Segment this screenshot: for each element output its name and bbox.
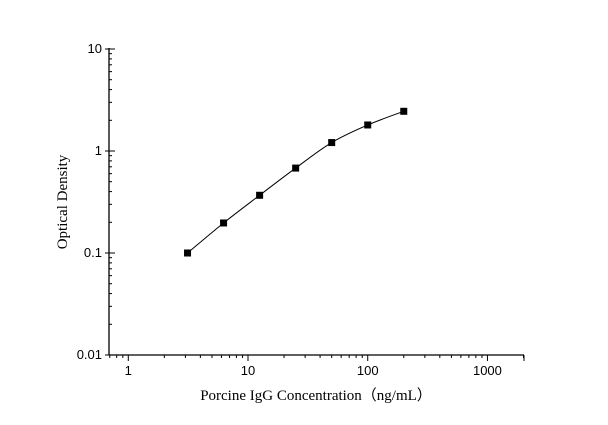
data-point-marker: [328, 139, 336, 147]
y-tick-label: 1: [95, 143, 102, 158]
data-point-marker: [400, 107, 408, 115]
y-tick-labels: 0.01 0.1 1 10: [77, 41, 102, 362]
fit-curve: [187, 110, 404, 254]
y-tick-label: 0.01: [77, 347, 102, 362]
data-point-marker: [256, 191, 264, 199]
x-axis-label: Porcine IgG Concentration（ng/mL）: [200, 387, 432, 404]
axes: [105, 48, 525, 361]
data-point-marker: [292, 164, 300, 172]
data-points: [184, 107, 408, 257]
x-tick-labels: 1 10 100 1000: [125, 363, 502, 378]
data-point-marker: [220, 219, 228, 227]
x-tick-label: 100: [357, 363, 379, 378]
x-tick-label: 1000: [473, 363, 502, 378]
data-point-marker: [364, 121, 372, 129]
y-axis-label: Optical Density: [55, 154, 71, 249]
data-point-marker: [184, 249, 192, 257]
x-tick-label: 1: [125, 363, 132, 378]
x-tick-label: 10: [241, 363, 255, 378]
y-tick-label: 0.1: [84, 245, 102, 260]
y-tick-label: 10: [88, 41, 102, 56]
